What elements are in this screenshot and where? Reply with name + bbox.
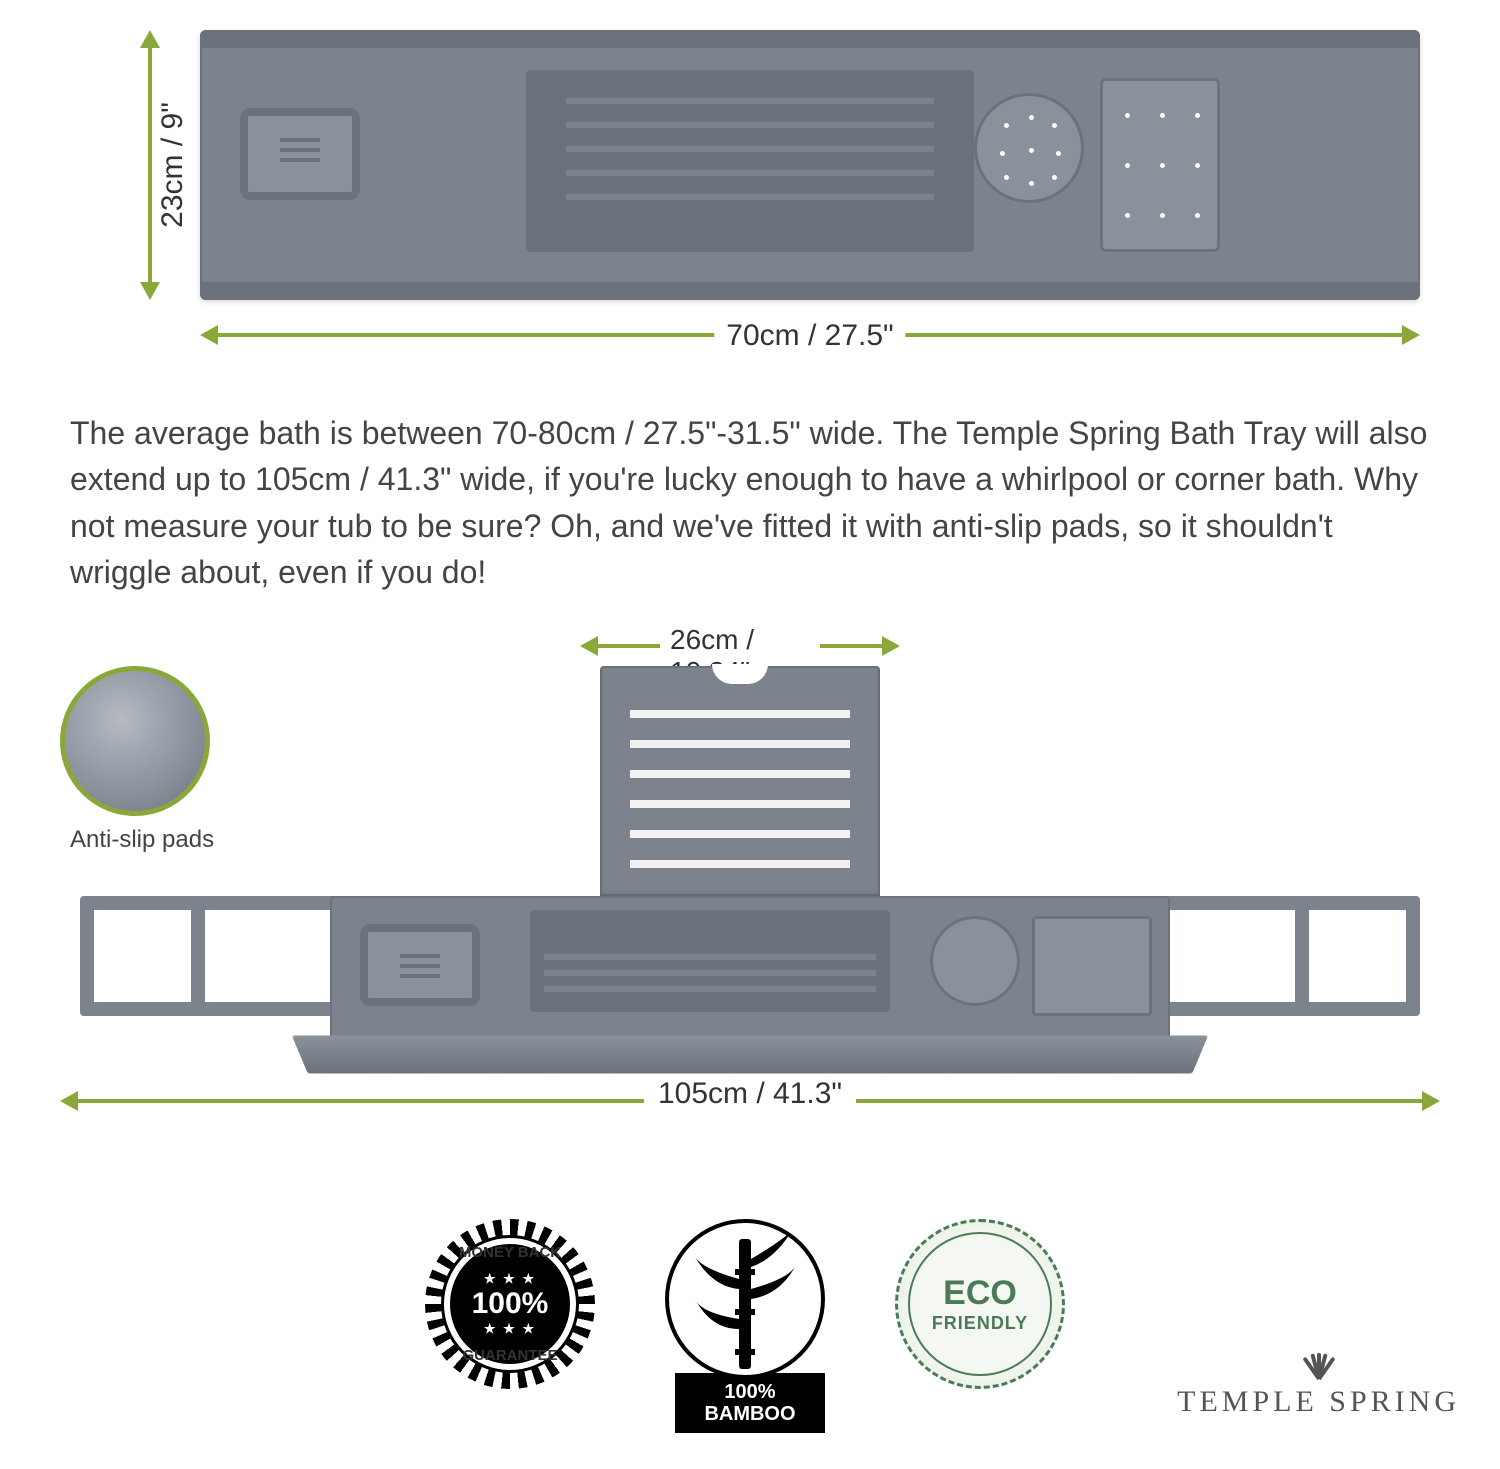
- brand-logo: TEMPLE SPRING: [1177, 1349, 1460, 1419]
- brand-fan-icon: [1298, 1349, 1340, 1379]
- bamboo-line1: 100%: [724, 1381, 775, 1403]
- open-width-dimension: 105cm / 41.3": [60, 1081, 1440, 1121]
- extension-arm-right-icon: [1150, 896, 1420, 1016]
- closed-width-dimension: 70cm / 27.5": [200, 315, 1420, 355]
- anti-slip-callout: Anti-slip pads: [60, 666, 290, 854]
- money-back-stars: ★ ★ ★: [484, 1271, 536, 1287]
- book-stand-flat-icon: [526, 70, 974, 252]
- accessory-tray-icon: [1100, 78, 1220, 252]
- stand-width-dimension: 26cm / 10.24": [580, 626, 900, 666]
- eco-badge: ECO FRIENDLY: [895, 1219, 1075, 1389]
- money-back-top: MONEY BACK: [444, 1244, 576, 1261]
- tray-open-illustration: [60, 896, 1440, 1066]
- cup-holder-icon: [930, 916, 1020, 1006]
- money-back-badge: MONEY BACK ★ ★ ★ 100% ★ ★ ★ GUARANTEE: [425, 1219, 605, 1389]
- height-dimension: 23cm / 9": [120, 30, 180, 300]
- bamboo-badge: 100% BAMBOO: [665, 1219, 835, 1433]
- money-back-bottom: GUARANTEE: [444, 1347, 576, 1364]
- bamboo-icon: [695, 1229, 795, 1369]
- closed-width-label: 70cm / 27.5": [714, 319, 905, 353]
- height-label: 23cm / 9": [156, 102, 190, 228]
- bamboo-line2: BAMBOO: [704, 1403, 795, 1425]
- badges-row: MONEY BACK ★ ★ ★ 100% ★ ★ ★ GUARANTEE: [0, 1219, 1500, 1449]
- eco-line2: FRIENDLY: [932, 1313, 1028, 1334]
- tray-closed-illustration: [200, 30, 1420, 300]
- infographic-page: 23cm / 9": [0, 0, 1500, 1469]
- money-back-stars: ★ ★ ★: [484, 1321, 536, 1337]
- closed-tray-section: 23cm / 9": [120, 30, 1420, 360]
- extension-arm-left-icon: [80, 896, 350, 1016]
- book-stand-raised-icon: [600, 666, 880, 896]
- eco-line1: ECO: [943, 1274, 1017, 1313]
- brand-name: TEMPLE SPRING: [1177, 1385, 1460, 1418]
- open-width-label: 105cm / 41.3": [644, 1077, 856, 1111]
- description-text: The average bath is between 70-80cm / 27…: [70, 410, 1430, 596]
- cup-holder-icon: [974, 93, 1084, 203]
- open-tray-section: 26cm / 10.24" Anti-slip pads 105cm / 41.…: [60, 626, 1440, 1146]
- tablet-slot-icon: [530, 910, 890, 1012]
- accessory-tray-icon: [1032, 916, 1152, 1016]
- anti-slip-label: Anti-slip pads: [70, 826, 290, 854]
- anti-slip-detail-icon: [60, 666, 210, 816]
- soap-dish-icon: [240, 108, 360, 200]
- soap-dish-icon: [360, 924, 480, 1006]
- money-back-percent: 100%: [472, 1287, 549, 1321]
